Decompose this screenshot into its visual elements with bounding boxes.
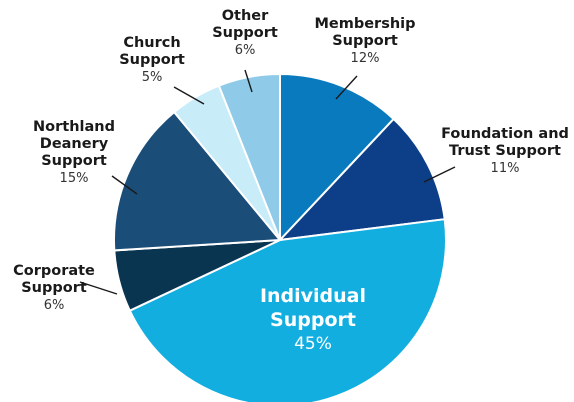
slice-name-line: Support (332, 33, 398, 49)
slice-label-membership-support: Membership Support 12% (314, 16, 415, 66)
slice-labels: Membership Support 12%Foundation and Trust … (13, 8, 569, 354)
slice-percent: 5% (142, 70, 163, 85)
slice-percent: 11% (491, 161, 520, 176)
slice-percent: 15% (60, 171, 89, 186)
slice-name-line: Support (212, 25, 278, 41)
pie-slices (113, 72, 447, 402)
slice-name-line: Support (21, 280, 87, 296)
leader-line-foundation-and-trust-support (423, 166, 456, 183)
leader-lines (79, 69, 456, 295)
slice-label-foundation-and-trust-support: Foundation and Trust Support 11% (441, 126, 569, 176)
pie-slice-foundation-and-trust-support (277, 117, 446, 242)
slice-label-corporate-support: Corporate Support 6% (13, 263, 95, 313)
slice-name-line: Membership (314, 16, 415, 32)
leader-line-membership-support (335, 75, 358, 100)
pie-slice-other-support (217, 72, 281, 241)
slice-name-line: Corporate (13, 263, 95, 279)
slice-name-line: Church (123, 35, 180, 51)
slice-label-other-support: Other Support 6% (212, 8, 278, 58)
slice-name-line: Support (41, 153, 107, 169)
slice-percent: 6% (235, 43, 256, 58)
leader-line-church-support (173, 86, 205, 105)
slice-percent: 45% (294, 334, 332, 354)
leader-line-corporate-support (79, 281, 118, 295)
slice-name-line: Support (119, 52, 185, 68)
pie-slice-northland-deanery-support (113, 110, 283, 252)
slice-percent: 12% (351, 51, 380, 66)
slice-name-line: Other (222, 8, 269, 24)
slice-name-line: Support (270, 309, 356, 331)
leader-line-other-support (244, 69, 253, 93)
slice-label-church-support: Church Support 5% (119, 35, 185, 85)
slice-name-line: Northland (33, 119, 115, 135)
slice-label-individual-support: Individual Support 45% (260, 285, 366, 354)
slice-name-line: Deanery (40, 136, 109, 152)
pie-slice-individual-support (128, 218, 447, 402)
leader-line-northland-deanery-support (111, 175, 138, 195)
slice-label-northland-deanery-support: Northland Deanery Support 15% (33, 119, 115, 186)
slice-percent: 6% (44, 298, 65, 313)
slice-name-line: Trust Support (449, 143, 561, 159)
slice-name-line: Individual (260, 285, 366, 307)
pie-slice-membership-support (279, 72, 396, 243)
slice-name-line: Foundation and (441, 126, 569, 142)
